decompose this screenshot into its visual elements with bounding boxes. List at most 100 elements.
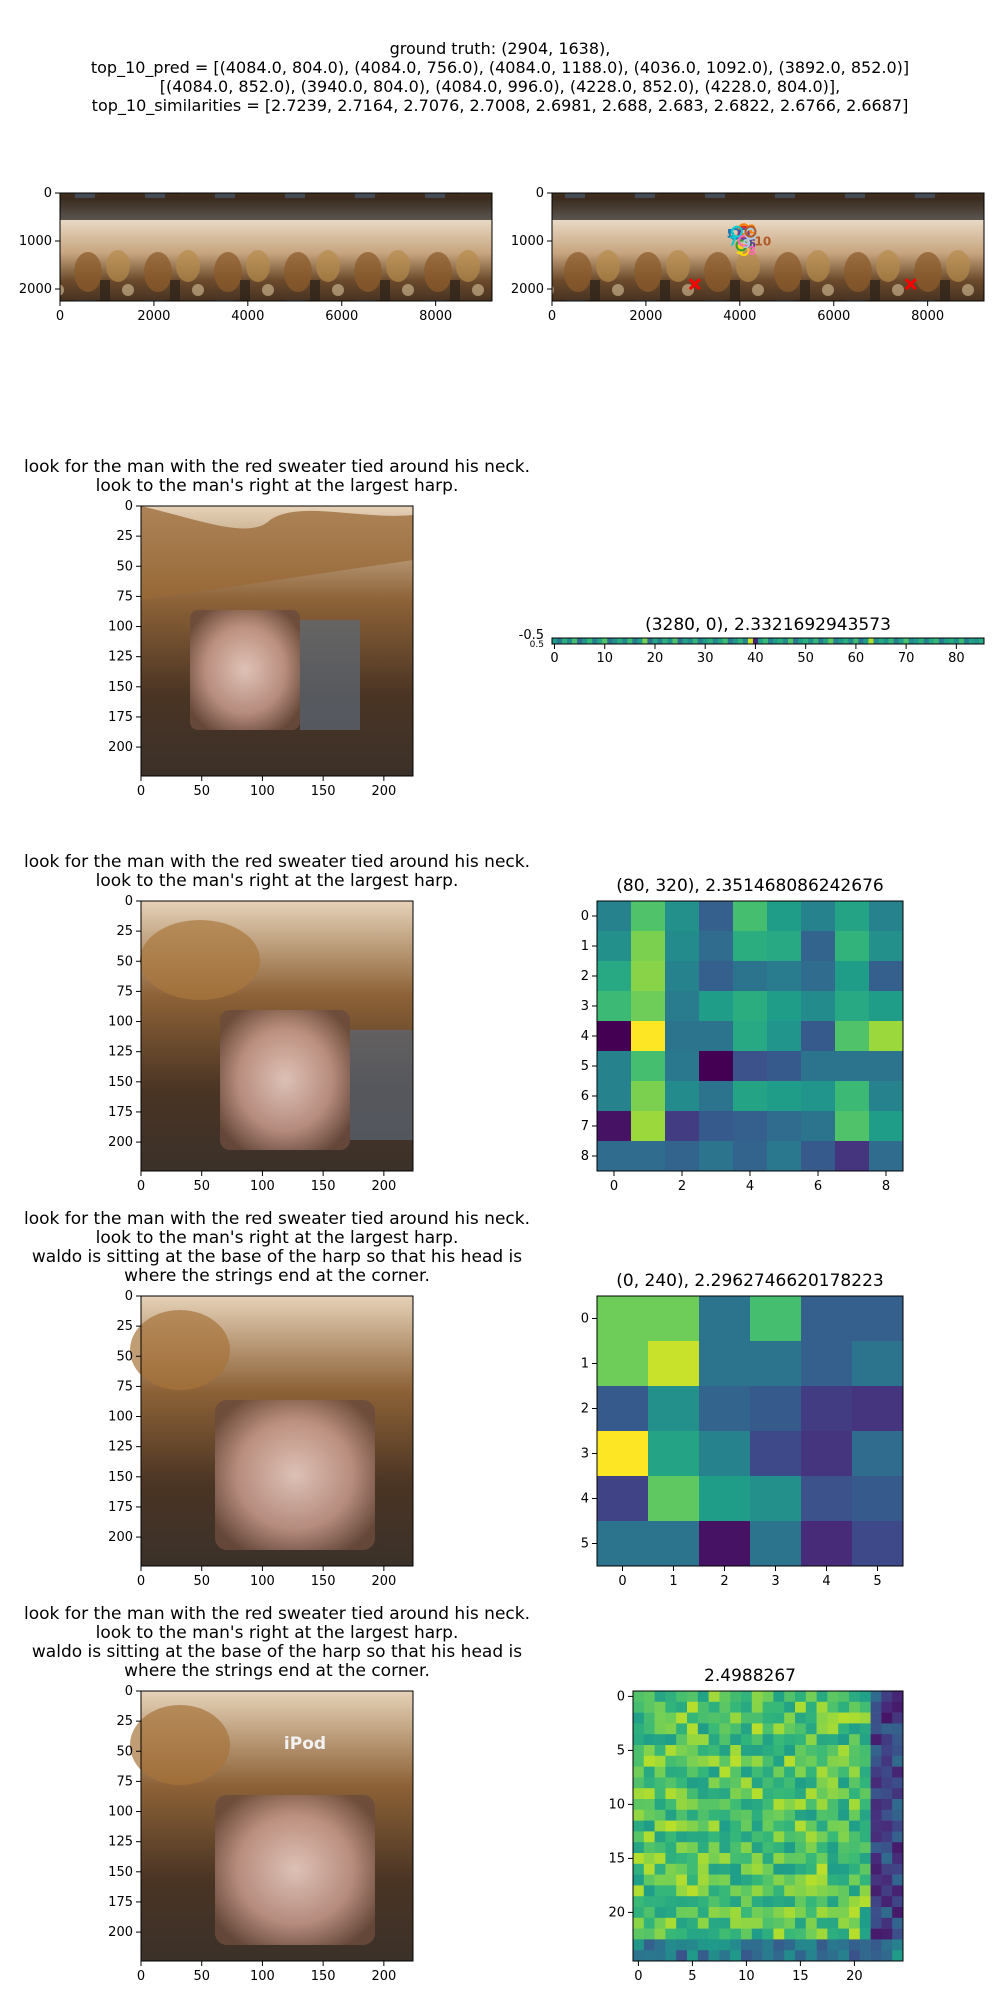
heatmap-cell [676, 1734, 688, 1746]
heatmap-cell [881, 1691, 893, 1703]
heatmap-cell [676, 1928, 688, 1940]
x-tick-label: 80 [948, 651, 965, 666]
x-tick-label: 50 [797, 651, 814, 666]
heatmap-cell [654, 1939, 666, 1951]
y-tick-label: 25 [116, 924, 133, 939]
y-tick-label: 8 [581, 1149, 589, 1164]
heatmap-cell [838, 1917, 850, 1929]
heatmap-cell [892, 1842, 904, 1854]
y-tick-label: 25 [116, 529, 133, 544]
heatmap-cell [730, 1853, 742, 1865]
heatmap-cell [597, 1476, 649, 1522]
heatmap-cell [795, 1745, 807, 1757]
heatmap-cell [881, 1907, 893, 1919]
heatmap-cell [719, 1885, 731, 1897]
x-tick-label: 6000 [817, 309, 850, 324]
y-tick-label: 0 [617, 1689, 625, 1704]
heatmap-cell [892, 1896, 904, 1908]
row2-heatmap-panel: (3280, 0), 2.3321692943573 0 10 20 30 40 50 60… [519, 615, 985, 666]
heatmap-cell [795, 1701, 807, 1713]
caption-line: look to the man's right at the largest h… [96, 871, 459, 891]
heatmap-cell [859, 1820, 871, 1832]
heatmap-cell [699, 1081, 734, 1112]
heatmap-cell [687, 1928, 699, 1940]
heatmap-cell [751, 1842, 763, 1854]
heatmap-cell [751, 1691, 763, 1703]
heatmap-cell [767, 931, 802, 962]
y-tick-label: 1 [581, 939, 589, 954]
heatmap-cell [843, 638, 849, 645]
x-tick-label: 40 [747, 651, 764, 666]
heatmap-cell [859, 1723, 871, 1735]
heatmap-cell [870, 1766, 882, 1778]
heatmap-cell [773, 1928, 785, 1940]
heatmap-cell [762, 1939, 774, 1951]
heatmap-cell [767, 991, 802, 1022]
y-tick-label: 15 [608, 1851, 625, 1866]
heatmap-cell [633, 1755, 645, 1767]
heatmap-cell [662, 638, 668, 645]
heatmap-cell [833, 638, 839, 645]
heatmap-cell [708, 1885, 720, 1897]
heatmap-cell [665, 1051, 700, 1082]
heatmap-cell [881, 1896, 893, 1908]
heatmap-cell [762, 1950, 774, 1962]
heatmap-cell [633, 1766, 645, 1778]
heatmap-cell [784, 1820, 796, 1832]
heatmap-cell [733, 991, 768, 1022]
heatmap-cell [868, 638, 874, 645]
heatmap-cell [838, 1777, 850, 1789]
heatmap-cell [708, 1863, 720, 1875]
heatmap-cell [708, 1734, 720, 1746]
heatmap-cell [597, 1431, 649, 1477]
heatmap-cell [795, 1723, 807, 1735]
heatmap-cell [699, 1051, 734, 1082]
heatmap-cell [633, 1777, 645, 1789]
heatmap-cell [697, 1928, 709, 1940]
heatmap-cell [751, 1820, 763, 1832]
heatmap-cell [892, 1755, 904, 1767]
heatmap-cell [654, 1874, 666, 1886]
y-tick-label: 175 [108, 1895, 133, 1910]
heatmap-cell [643, 1809, 655, 1821]
heatmap-cell [708, 1766, 720, 1778]
heatmap-cell [805, 1928, 817, 1940]
heatmap-cell [805, 1745, 817, 1757]
heatmap-cell [665, 1928, 677, 1940]
heatmap-cell [633, 1809, 645, 1821]
heatmap-cell [892, 1788, 904, 1800]
heatmap-cell [751, 1853, 763, 1865]
heatmap-cell [762, 1723, 774, 1735]
heatmap-cell [870, 1745, 882, 1757]
caption-line: waldo is sitting at the base of the harp… [32, 1642, 522, 1662]
heatmap-cell [805, 1701, 817, 1713]
ipod-label: iPod [284, 1734, 326, 1754]
heatmap-cell [849, 1723, 861, 1735]
heatmap-cell [631, 1111, 666, 1142]
heatmap-cell [597, 1081, 632, 1112]
heatmap-cell [816, 1853, 828, 1865]
heatmap-cell [795, 1831, 807, 1843]
heatmap-cell [795, 1885, 807, 1897]
heatmap-cell [773, 1831, 785, 1843]
heatmap-cell [852, 1431, 904, 1477]
heatmap-cell [827, 1831, 839, 1843]
heatmap-cell [870, 1701, 882, 1713]
heatmap-cell [719, 1712, 731, 1724]
row3-crop-axes: 0 50 100 150 200 0 25 50 75 100 125 150 175 200 [108, 894, 396, 1194]
heatmap-cell [795, 1853, 807, 1865]
heatmap-cell [870, 1788, 882, 1800]
heatmap-cell [676, 1863, 688, 1875]
figure-header: ground truth: (2904, 1638),top_10_pred =… [91, 39, 909, 116]
heatmap-cell [751, 1701, 763, 1713]
row5-heatmap-axes: 0 5 10 15 20 0 5 10 15 20 [608, 1689, 862, 1984]
heatmap-cell [665, 1788, 677, 1800]
heatmap-cell [665, 1799, 677, 1811]
heatmap-cell [741, 1755, 753, 1767]
y-tick-label: 0 [125, 894, 133, 909]
heatmap-cell [687, 1701, 699, 1713]
heatmap-cell [773, 1799, 785, 1811]
heatmap-cell [697, 1766, 709, 1778]
heatmap-cell [597, 931, 632, 962]
heatmap-cell [788, 638, 794, 645]
